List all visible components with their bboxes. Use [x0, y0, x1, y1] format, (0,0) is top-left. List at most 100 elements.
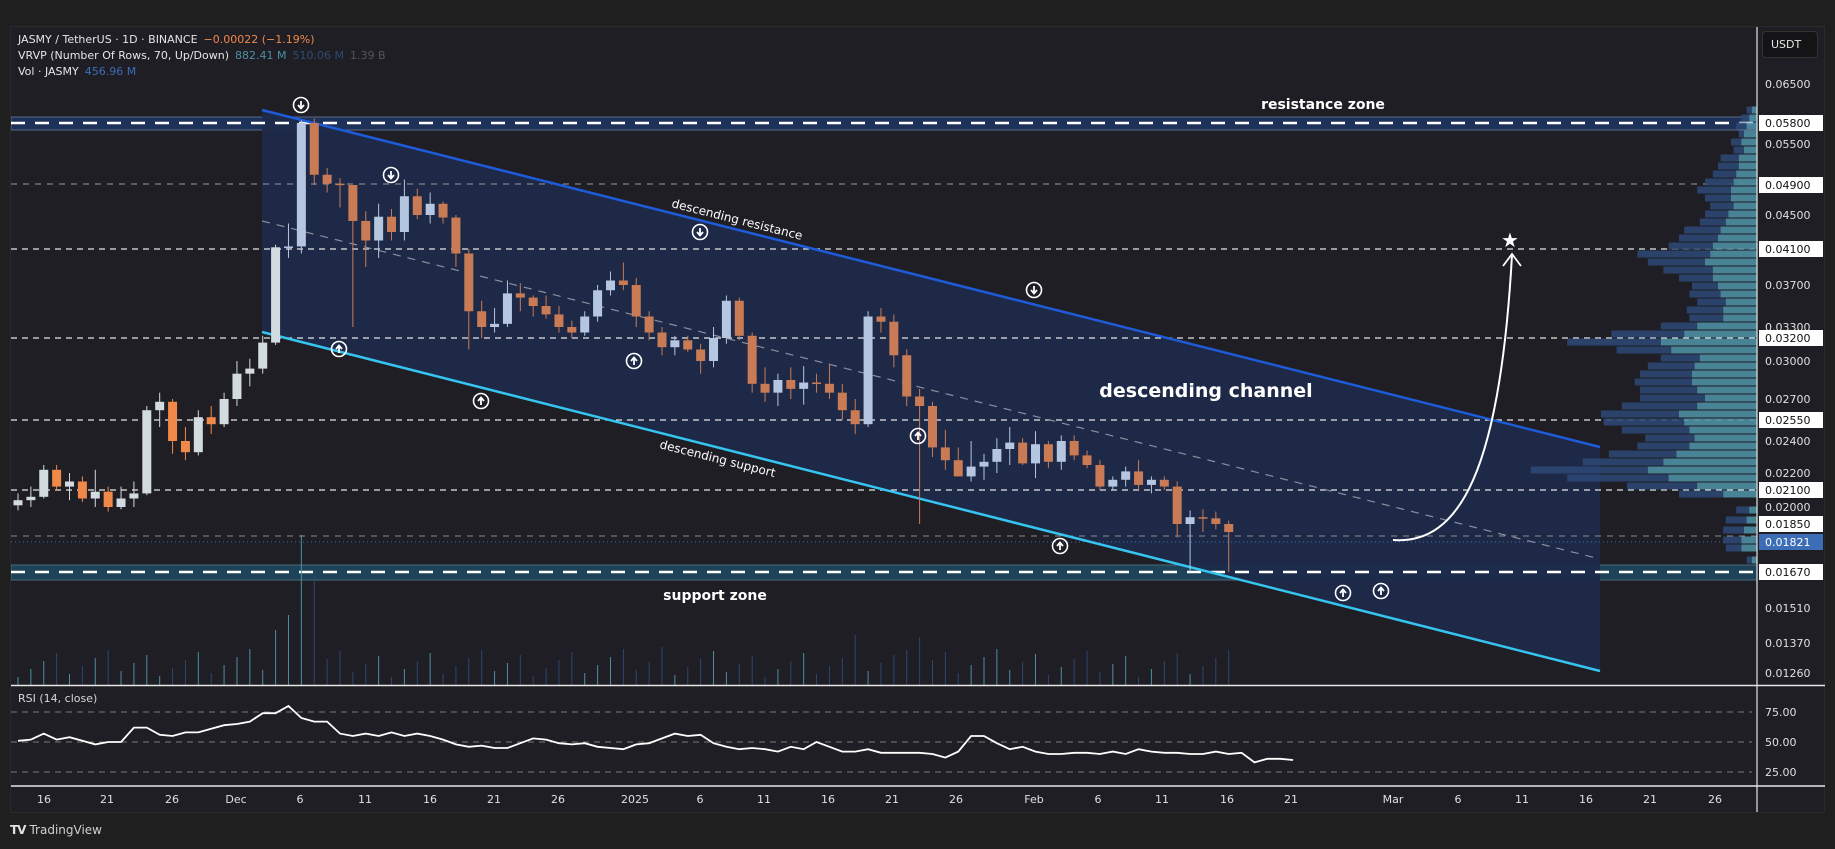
- price-level-badge: [1759, 564, 1823, 580]
- price-level-badge: [1759, 516, 1823, 532]
- volume-indicator-label[interactable]: Vol · JASMY: [18, 65, 79, 78]
- support-zone-label[interactable]: support zone: [663, 588, 767, 604]
- svg-text:0.01260: 0.01260: [1765, 667, 1811, 680]
- svg-text:16: 16: [1579, 793, 1593, 806]
- svg-text:21: 21: [100, 793, 114, 806]
- svg-text:0.03200: 0.03200: [1765, 332, 1811, 345]
- svg-text:25.00: 25.00: [1765, 766, 1797, 779]
- rsi-pane[interactable]: 75.00 50.00 25.00: [11, 704, 1797, 779]
- price-level-badge: [1759, 115, 1823, 131]
- svg-text:0.02700: 0.02700: [1765, 393, 1811, 406]
- up-arrow-icon: [625, 352, 643, 370]
- rsi-line: [17, 704, 1294, 764]
- up-arrow-icon: [472, 392, 490, 410]
- svg-text:0.01850: 0.01850: [1765, 518, 1811, 531]
- up-arrow-icon: [1334, 584, 1352, 602]
- price-level-badge: [1759, 412, 1823, 428]
- vrvp-total-volume: 1.39 B: [349, 49, 386, 62]
- time-axis[interactable]: 16 21 26 Dec 6 11 16 21 26 2025 6 11 16 21 26 Feb 6 11 16 2…: [37, 793, 1722, 806]
- svg-text:6: 6: [1095, 793, 1102, 806]
- volume-profile: [1530, 106, 1757, 564]
- candlesticks: [13, 118, 1234, 572]
- price-level-badge: [1759, 241, 1823, 257]
- price-level-badge: [1759, 177, 1823, 193]
- price-level-badge: [1759, 482, 1823, 498]
- price-axis[interactable]: 0.065000.055000.045000.037000.033000.030…: [1759, 78, 1823, 680]
- currency-button[interactable]: USDT: [1762, 31, 1818, 58]
- svg-text:0.03000: 0.03000: [1765, 355, 1811, 368]
- up-arrow-icon: [330, 340, 348, 358]
- svg-text:16: 16: [1220, 793, 1234, 806]
- svg-text:0.06500: 0.06500: [1765, 78, 1811, 91]
- down-arrow-icon: [691, 223, 709, 241]
- up-arrow-icon: [909, 427, 927, 445]
- target-star-icon: ★: [1501, 228, 1519, 252]
- svg-text:0.02100: 0.02100: [1765, 484, 1811, 497]
- svg-text:Feb: Feb: [1024, 793, 1043, 806]
- channel-midline[interactable]: [261, 220, 1601, 560]
- svg-text:0.01821: 0.01821: [1765, 536, 1811, 549]
- svg-text:0.04100: 0.04100: [1765, 243, 1811, 256]
- svg-text:50.00: 50.00: [1765, 736, 1797, 749]
- svg-text:0.03700: 0.03700: [1765, 279, 1811, 292]
- svg-text:0.05800: 0.05800: [1765, 117, 1811, 130]
- volume-value: 456.96 M: [84, 65, 137, 78]
- vrvp-down-volume: 510.06 M: [292, 49, 344, 62]
- svg-text:0.04500: 0.04500: [1765, 209, 1811, 222]
- svg-text:16: 16: [821, 793, 835, 806]
- svg-text:0.02550: 0.02550: [1765, 414, 1811, 427]
- svg-text:0.01510: 0.01510: [1765, 602, 1811, 615]
- svg-text:11: 11: [1155, 793, 1169, 806]
- svg-text:26: 26: [551, 793, 565, 806]
- up-arrow-icon: [1372, 582, 1390, 600]
- svg-text:75.00: 75.00: [1765, 706, 1797, 719]
- symbol-title[interactable]: JASMY / TetherUS · 1D · BINANCE: [18, 33, 198, 46]
- branding-text: TradingView: [29, 823, 102, 837]
- svg-text:11: 11: [1515, 793, 1529, 806]
- svg-text:21: 21: [1284, 793, 1298, 806]
- svg-text:0.04900: 0.04900: [1765, 179, 1811, 192]
- svg-text:26: 26: [1708, 793, 1722, 806]
- vrvp-up-volume: 882.41 M: [235, 49, 287, 62]
- svg-text:16: 16: [423, 793, 437, 806]
- price-change: −0.00022 (−1.19%): [203, 33, 315, 46]
- svg-text:21: 21: [1643, 793, 1657, 806]
- down-arrow-icon: [292, 96, 310, 114]
- svg-text:0.02000: 0.02000: [1765, 501, 1811, 514]
- svg-text:0.05500: 0.05500: [1765, 138, 1811, 151]
- projection-arrow[interactable]: [1392, 254, 1513, 542]
- last-price-badge: [1759, 534, 1823, 550]
- svg-text:21: 21: [885, 793, 899, 806]
- svg-text:21: 21: [487, 793, 501, 806]
- svg-text:26: 26: [165, 793, 179, 806]
- svg-text:Mar: Mar: [1383, 793, 1404, 806]
- descending-channel-label[interactable]: descending channel: [1099, 380, 1312, 402]
- down-arrow-icon: [382, 166, 400, 184]
- svg-text:11: 11: [757, 793, 771, 806]
- svg-text:11: 11: [358, 793, 372, 806]
- svg-text:26: 26: [949, 793, 963, 806]
- svg-text:6: 6: [697, 793, 704, 806]
- svg-text:0.01670: 0.01670: [1765, 566, 1811, 579]
- svg-text:16: 16: [37, 793, 51, 806]
- up-arrow-icon: [1051, 537, 1069, 555]
- svg-text:0.01370: 0.01370: [1765, 637, 1811, 650]
- down-arrow-icon: [1025, 281, 1043, 299]
- svg-text:6: 6: [297, 793, 304, 806]
- svg-text:2025: 2025: [621, 793, 649, 806]
- svg-text:0.02400: 0.02400: [1765, 435, 1811, 448]
- vrvp-indicator-label[interactable]: VRVP (Number Of Rows, 70, Up/Down): [18, 49, 230, 62]
- svg-text:6: 6: [1455, 793, 1462, 806]
- chart-legend: JASMY / TetherUS · 1D · BINANCE −0.00022 …: [18, 32, 386, 80]
- svg-text:Dec: Dec: [225, 793, 246, 806]
- price-level-badge: [1759, 330, 1823, 346]
- volume-bars: [17, 535, 1230, 685]
- descending-resistance-line[interactable]: [261, 108, 1601, 449]
- svg-text:0.02200: 0.02200: [1765, 467, 1811, 480]
- tradingview-logo[interactable]: TV TradingView: [10, 823, 102, 837]
- descending-support-line[interactable]: [261, 330, 1601, 673]
- tradingview-icon: TV: [10, 823, 27, 837]
- rsi-indicator-label[interactable]: RSI (14, close): [18, 692, 98, 705]
- resistance-zone-label[interactable]: resistance zone: [1261, 97, 1385, 113]
